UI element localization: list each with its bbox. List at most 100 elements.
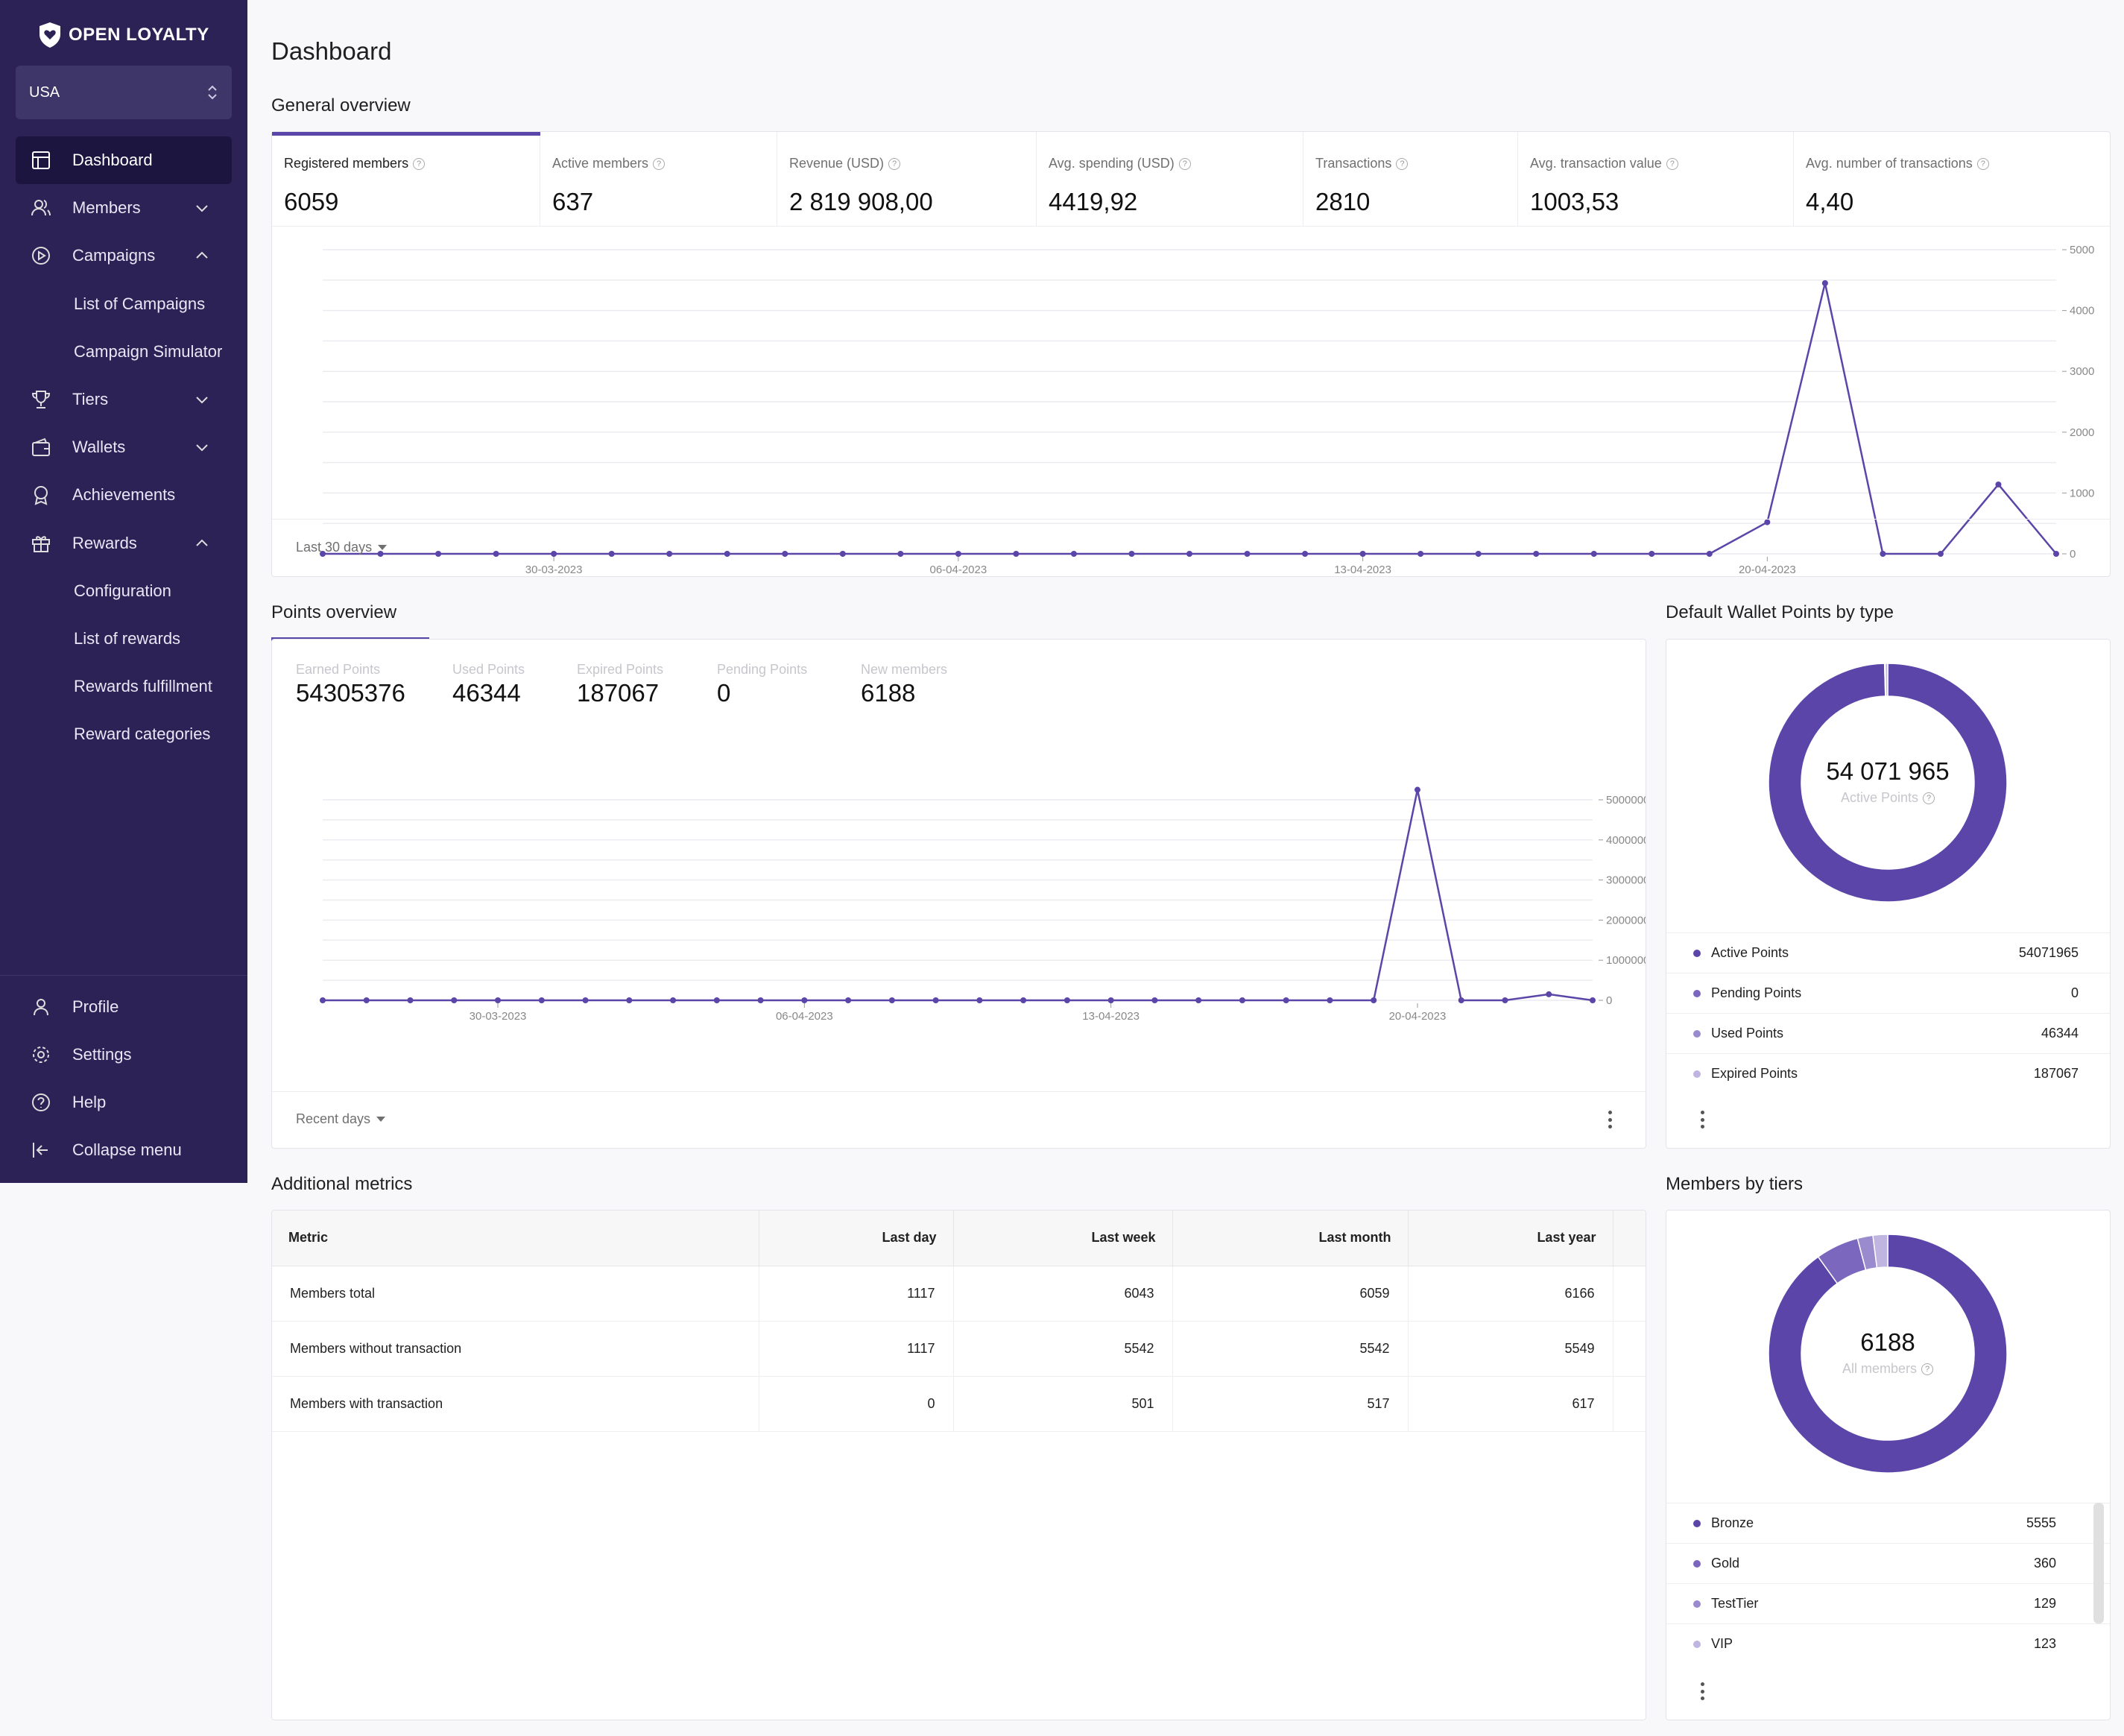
sidebar-item-campaigns[interactable]: Campaigns (16, 232, 232, 280)
kpi-avg-number-of-transactions[interactable]: Avg. number of transactions? 4,40 (1794, 132, 2110, 226)
sidebar-subitem-reward-categories[interactable]: Reward categories (74, 725, 211, 743)
kpi-revenue[interactable]: Revenue (USD)? 2 819 908,00 (777, 132, 1037, 226)
help-icon[interactable]: ? (888, 157, 901, 170)
legend-item[interactable]: VIP 123 (1666, 1623, 2110, 1664)
general-overview-card: Registered members? 6059 Active members?… (271, 131, 2111, 577)
legend-item[interactable]: Pending Points 0 (1666, 973, 2110, 1013)
sidebar-item-rewards[interactable]: Rewards (16, 520, 232, 567)
help-icon[interactable]: ? (413, 157, 426, 170)
sidebar-item-wallets[interactable]: Wallets (16, 423, 232, 471)
data-point (839, 551, 846, 557)
more-options-icon[interactable] (1608, 1111, 1612, 1129)
y-tick-label: 1000 (2070, 487, 2094, 499)
sidebar-divider (0, 975, 247, 976)
legend-scrollbar[interactable] (2093, 1503, 2104, 1623)
data-point (897, 551, 904, 557)
sidebar-item-help[interactable]: Help (16, 1079, 232, 1126)
sidebar-item-tiers[interactable]: Tiers (16, 376, 232, 423)
table-cell: 6166 (1408, 1266, 1613, 1322)
legend-dot-icon (1693, 989, 1701, 997)
help-icon[interactable]: ? (1976, 157, 1989, 170)
date-range-label: Recent days (296, 1111, 371, 1126)
sidebar-subitem-configuration[interactable]: Configuration (74, 581, 171, 600)
sidebar-item-collapse-menu[interactable]: Collapse menu (16, 1126, 232, 1174)
help-icon[interactable]: ? (1178, 157, 1191, 170)
data-point (1880, 551, 1886, 557)
table-cell: Members without transaction (272, 1321, 759, 1377)
kpi-avg-spending[interactable]: Avg. spending (USD)? 4419,92 (1037, 132, 1303, 226)
legend-item[interactable]: Bronze 5555 (1666, 1503, 2110, 1543)
x-tick-label: 13-04-2023 (1082, 1010, 1140, 1023)
help-icon[interactable]: ? (1396, 157, 1409, 170)
kpi-transactions[interactable]: Transactions? 2810 (1303, 132, 1518, 226)
table-row: Members without transaction 1117 5542 55… (272, 1321, 1646, 1377)
legend-label: TestTier (1711, 1596, 1759, 1611)
kpi-value: 2810 (1315, 188, 1371, 215)
data-point (976, 997, 983, 1003)
column-header[interactable]: Metric (272, 1211, 759, 1266)
data-point (320, 551, 326, 557)
table-row: Members with transaction 0 501 517 617 (272, 1376, 1646, 1432)
data-point (2053, 551, 2059, 557)
kpi-value: 4,40 (1806, 188, 1854, 215)
sidebar-item-profile[interactable]: Profile (16, 983, 232, 1031)
donut-center-label: All members (1842, 1361, 1918, 1376)
legend-value: 129 (2033, 1596, 2056, 1611)
legend-item[interactable]: Used Points 46344 (1666, 1013, 2110, 1053)
sidebar-item-achievements[interactable]: Achievements (16, 471, 232, 519)
help-icon[interactable]: ? (1666, 157, 1678, 170)
divider (272, 1091, 1646, 1092)
legend-dot-icon (1693, 1070, 1701, 1078)
sidebar-subitem-rewards-fulfillment[interactable]: Rewards fulfillment (74, 677, 212, 695)
data-point (582, 997, 589, 1003)
legend-item[interactable]: Expired Points 187067 (1666, 1053, 2110, 1093)
legend-item[interactable]: Active Points 54071965 (1666, 932, 2110, 973)
sidebar-subitem-list-of-rewards[interactable]: List of rewards (74, 629, 181, 648)
date-range-dropdown[interactable]: Last 30 days (296, 540, 388, 555)
wallet-points-title: Default Wallet Points by type (1666, 602, 1894, 622)
legend-label: Pending Points (1711, 985, 1802, 1000)
page-title: Dashboard (271, 37, 392, 65)
kpi-registered-members[interactable]: Registered members? 6059 (272, 132, 540, 226)
data-point (1244, 551, 1251, 557)
sidebar-item-members[interactable]: Members (16, 184, 232, 232)
legend-label: Gold (1711, 1556, 1740, 1571)
column-header[interactable]: Last day (759, 1211, 954, 1266)
kpi-active-members[interactable]: Active members? 637 (540, 132, 777, 226)
column-header[interactable]: Last year (1408, 1211, 1613, 1266)
kpi-value: 1003,53 (1530, 188, 1619, 215)
chevron-down-icon (196, 205, 208, 212)
date-range-dropdown[interactable]: Recent days (296, 1111, 386, 1127)
column-header[interactable]: Last month (1172, 1211, 1409, 1266)
store-selector[interactable]: USA (16, 66, 232, 119)
sidebar-subitem-list-of-campaigns[interactable]: List of Campaigns (74, 294, 206, 313)
x-tick-label: 06-04-2023 (929, 564, 987, 576)
caret-down-icon (378, 545, 388, 550)
sidebar-item-settings[interactable]: Settings (16, 1031, 232, 1079)
kpi-avg-transaction-value[interactable]: Avg. transaction value? 1003,53 (1518, 132, 1794, 226)
more-options-icon[interactable] (1700, 1682, 1704, 1700)
column-header[interactable]: Last week (953, 1211, 1173, 1266)
brand-logo[interactable]: OPEN LOYALTY (37, 21, 209, 49)
help-icon[interactable]: ? (653, 157, 666, 170)
dashboard-icon (29, 148, 53, 172)
store-selector-value: USA (29, 83, 60, 101)
data-point (495, 997, 502, 1003)
data-point (1359, 551, 1366, 557)
sidebar-item-dashboard[interactable]: Dashboard (16, 136, 232, 184)
help-icon[interactable]: ? (1921, 1363, 1934, 1375)
sidebar-subitem-campaign-simulator[interactable]: Campaign Simulator (74, 342, 223, 361)
data-point (1063, 997, 1070, 1003)
additional-metrics-title: Additional metrics (271, 1174, 413, 1194)
legend-name: VIP (1693, 1636, 1733, 1652)
legend-name: Active Points (1693, 945, 1789, 961)
legend-value: 54071965 (2018, 945, 2079, 960)
kpi-label: Revenue (USD) (789, 156, 885, 171)
help-icon[interactable]: ? (1923, 792, 1935, 804)
table-cell-spacer (1613, 1321, 1646, 1377)
legend-item[interactable]: Gold 360 (1666, 1543, 2110, 1583)
more-options-icon[interactable] (1700, 1111, 1704, 1129)
y-tick-label: 10000000 (1606, 954, 1646, 967)
legend-item[interactable]: TestTier 129 (1666, 1583, 2110, 1623)
kpi-label: Active members (552, 156, 649, 171)
